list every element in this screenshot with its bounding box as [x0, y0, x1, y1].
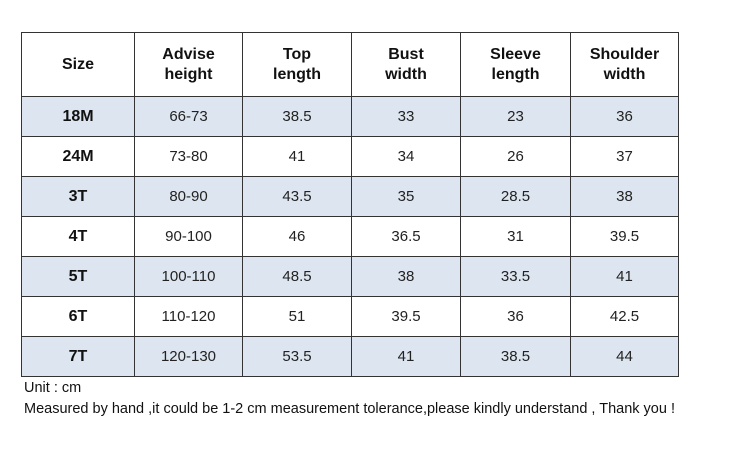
header-top-length-line-2: length — [273, 65, 321, 83]
shoulder-width-cell: 42.5 — [570, 296, 679, 337]
header-advise-height: Advise height — [134, 32, 243, 97]
shoulder-width-cell: 38 — [570, 176, 679, 217]
header-bust-width-line-2: width — [385, 65, 427, 83]
header-shoulder-width-line-2: width — [603, 65, 646, 83]
size-cell: 18M — [21, 96, 135, 137]
sleeve-length-cell: 23 — [460, 96, 571, 137]
top-length-cell: 41 — [242, 136, 352, 177]
sleeve-length-cell: 36 — [460, 296, 571, 337]
size-cell: 4T — [21, 216, 135, 257]
bust-width-cell: 38 — [351, 256, 461, 297]
measurement-disclaimer: Measured by hand ,it could be 1-2 cm mea… — [24, 401, 675, 417]
shoulder-width-cell: 36 — [570, 96, 679, 137]
size-cell: 7T — [21, 336, 135, 377]
top-length-cell: 51 — [242, 296, 352, 337]
sleeve-length-cell: 26 — [460, 136, 571, 177]
header-size-line-1: Size — [61, 55, 94, 73]
header-shoulder-width: Shoulder width — [570, 32, 679, 97]
size-chart-table: Size Advise height Top length Bust width… — [21, 32, 679, 377]
header-sleeve-length: Sleeve length — [460, 32, 571, 97]
top-length-cell: 38.5 — [242, 96, 352, 137]
bust-width-cell: 34 — [351, 136, 461, 177]
table-header-row: Size Advise height Top length Bust width… — [21, 32, 679, 97]
table-row: 4T 90-100 46 36.5 31 39.5 — [21, 216, 679, 257]
sleeve-length-cell: 33.5 — [460, 256, 571, 297]
advise-height-cell: 73-80 — [134, 136, 243, 177]
bust-width-cell: 39.5 — [351, 296, 461, 337]
table-row: 5T 100-110 48.5 38 33.5 41 — [21, 256, 679, 297]
header-top-length: Top length — [242, 32, 352, 97]
header-bust-width: Bust width — [351, 32, 461, 97]
unit-note: Unit : cm — [24, 380, 82, 396]
sleeve-length-cell: 38.5 — [460, 336, 571, 377]
sleeve-length-cell: 28.5 — [460, 176, 571, 217]
table-row: 24M 73-80 41 34 26 37 — [21, 136, 679, 177]
header-shoulder-width-line-1: Shoulder — [589, 45, 660, 63]
advise-height-cell: 110-120 — [134, 296, 243, 337]
advise-height-cell: 100-110 — [134, 256, 243, 297]
bust-width-cell: 41 — [351, 336, 461, 377]
header-advise-height-line-1: Advise — [162, 45, 215, 63]
table-row: 3T 80-90 43.5 35 28.5 38 — [21, 176, 679, 217]
header-bust-width-line-1: Bust — [388, 45, 424, 63]
table-row: 6T 110-120 51 39.5 36 42.5 — [21, 296, 679, 337]
notes-block: Unit : cm Measured by hand ,it could be … — [24, 378, 675, 420]
shoulder-width-cell: 37 — [570, 136, 679, 177]
top-length-cell: 43.5 — [242, 176, 352, 217]
bust-width-cell: 33 — [351, 96, 461, 137]
sleeve-length-cell: 31 — [460, 216, 571, 257]
table-row: 7T 120-130 53.5 41 38.5 44 — [21, 336, 679, 377]
header-top-length-line-1: Top — [282, 45, 312, 63]
advise-height-cell: 80-90 — [134, 176, 243, 217]
header-advise-height-line-2: height — [164, 65, 213, 83]
advise-height-cell: 90-100 — [134, 216, 243, 257]
bust-width-cell: 35 — [351, 176, 461, 217]
size-cell: 5T — [21, 256, 135, 297]
shoulder-width-cell: 44 — [570, 336, 679, 377]
advise-height-cell: 66-73 — [134, 96, 243, 137]
table-row: 18M 66-73 38.5 33 23 36 — [21, 96, 679, 137]
bust-width-cell: 36.5 — [351, 216, 461, 257]
size-cell: 3T — [21, 176, 135, 217]
top-length-cell: 48.5 — [242, 256, 352, 297]
shoulder-width-cell: 39.5 — [570, 216, 679, 257]
top-length-cell: 53.5 — [242, 336, 352, 377]
size-cell: 24M — [21, 136, 135, 177]
header-sleeve-length-line-1: Sleeve — [490, 45, 541, 63]
advise-height-cell: 120-130 — [134, 336, 243, 377]
top-length-cell: 46 — [242, 216, 352, 257]
header-sleeve-length-line-2: length — [491, 65, 540, 83]
shoulder-width-cell: 41 — [570, 256, 679, 297]
size-cell: 6T — [21, 296, 135, 337]
header-size: Size — [21, 32, 135, 97]
